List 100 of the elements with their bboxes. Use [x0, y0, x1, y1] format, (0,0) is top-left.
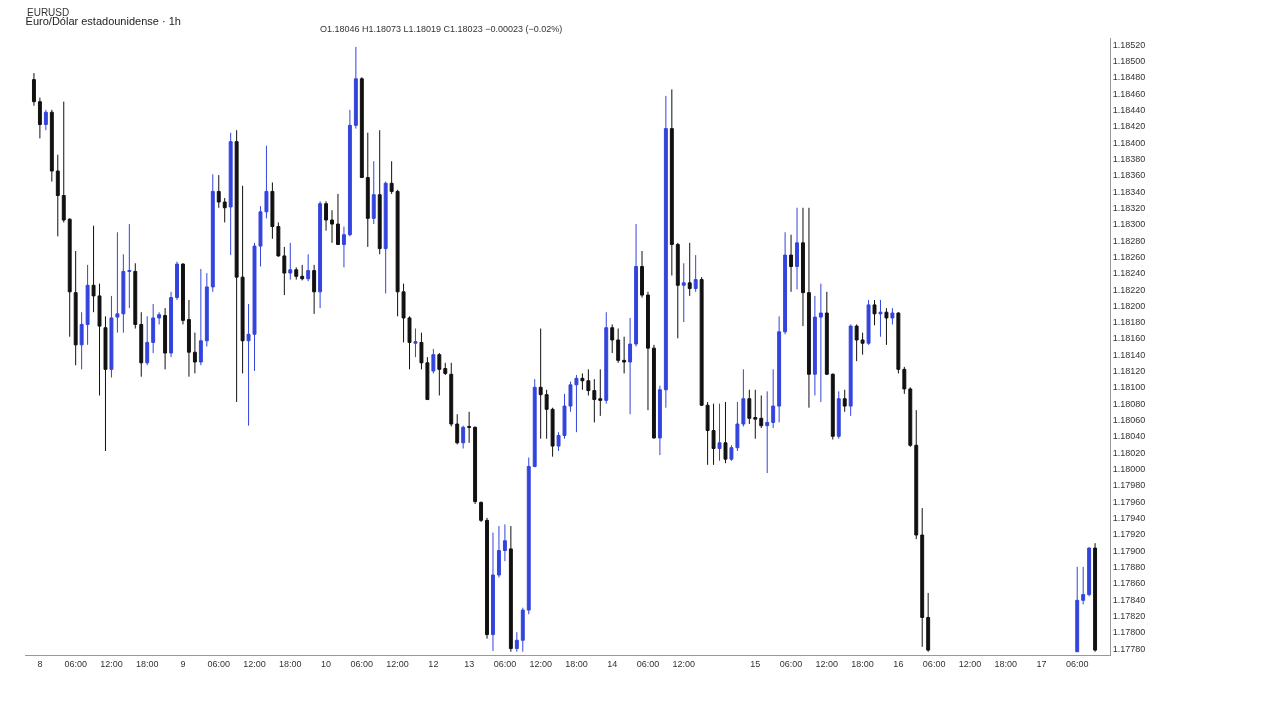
candlestick	[43, 109, 48, 131]
candlestick	[532, 378, 537, 468]
candlestick	[687, 242, 692, 297]
candlestick	[681, 262, 686, 323]
candlestick	[467, 411, 472, 444]
candlestick	[1093, 542, 1098, 653]
x-tick-label: 8	[37, 658, 43, 669]
x-tick-label: 15	[750, 658, 761, 669]
y-tick-label: 1.18240	[1112, 268, 1146, 279]
candlestick	[634, 223, 639, 347]
x-tick-label: 06:00	[350, 658, 374, 669]
y-tick-label: 1.18020	[1112, 447, 1146, 458]
x-tick-label: 14	[607, 658, 618, 669]
y-tick-label: 1.18440	[1112, 104, 1146, 115]
candlestick	[592, 378, 597, 423]
y-tick-label: 1.18480	[1112, 72, 1146, 83]
candlestick	[103, 315, 108, 452]
x-tick-label: 12:00	[672, 658, 696, 669]
candlestick	[431, 348, 436, 374]
candlestick	[884, 307, 889, 346]
candlestick	[842, 389, 847, 413]
candlestick	[866, 299, 871, 346]
candlestick	[473, 425, 478, 505]
candlestick	[133, 262, 138, 330]
candlestick	[657, 385, 662, 456]
y-tick-label: 1.18040	[1112, 431, 1146, 442]
candlestick	[127, 223, 132, 309]
candlestick	[693, 254, 698, 293]
candlestick	[753, 389, 758, 440]
candlestick	[336, 193, 340, 245]
candlestick	[377, 129, 382, 255]
candlestick	[163, 307, 168, 370]
y-tick-label: 1.18000	[1112, 464, 1146, 475]
y-tick-label: 1.18080	[1112, 398, 1146, 409]
y-tick-label: 1.17980	[1112, 480, 1146, 491]
candlestick	[49, 109, 54, 183]
x-tick-label: 18:00	[994, 658, 1017, 669]
candlestick	[920, 507, 925, 648]
candlestick	[222, 197, 227, 223]
candlestick	[157, 311, 162, 325]
x-tick-label: 06:00	[922, 658, 946, 669]
x-tick-label: 12:00	[958, 658, 982, 669]
candlestick	[723, 401, 728, 464]
y-tick-label: 1.18140	[1112, 349, 1146, 360]
x-tick-label: 06:00	[207, 658, 231, 669]
x-tick-label: 13	[464, 658, 475, 669]
y-tick-label: 1.18520	[1112, 39, 1146, 50]
y-tick-label: 1.18340	[1112, 186, 1146, 197]
y-tick-label: 1.18100	[1112, 382, 1146, 393]
x-tick-label: 18:00	[135, 658, 159, 669]
candlestick	[485, 517, 489, 640]
candlestick	[31, 72, 36, 107]
candlestick	[806, 207, 811, 409]
x-tick-label: 06:00	[779, 658, 803, 669]
candlestick	[181, 262, 185, 325]
candlestick	[502, 523, 507, 562]
candlestick	[198, 268, 203, 366]
candlestick	[318, 200, 323, 309]
candlestick	[836, 390, 841, 440]
candlestick	[341, 226, 346, 268]
x-tick-label: 9	[180, 658, 186, 669]
candlestick	[640, 250, 644, 299]
y-tick-label: 1.18300	[1112, 219, 1146, 230]
candlestick	[830, 372, 835, 441]
candlestick	[508, 525, 513, 653]
x-tick-label: 16	[893, 658, 904, 669]
candlestick	[771, 368, 776, 429]
candlestick	[759, 394, 764, 429]
candlestick	[514, 631, 519, 653]
y-tick-label: 1.18320	[1112, 202, 1146, 213]
candlestick	[228, 132, 233, 256]
candlestick	[210, 173, 215, 293]
candlestick	[192, 332, 197, 374]
y-tick-label: 1.18200	[1112, 300, 1146, 311]
candlestick	[330, 209, 334, 244]
y-tick-label: 1.17780	[1112, 643, 1146, 654]
candlestick	[1081, 566, 1086, 605]
candlestick	[186, 299, 191, 378]
y-tick-label: 1.17960	[1112, 496, 1146, 507]
candlestick	[848, 323, 853, 417]
x-tick-label: 12:00	[529, 658, 552, 669]
candlestick	[347, 109, 352, 237]
candlestick	[294, 266, 299, 281]
candlestick	[443, 362, 448, 376]
candlestick	[663, 95, 668, 409]
candlestick	[300, 264, 305, 281]
candlestick	[628, 317, 633, 415]
candlestick	[747, 389, 752, 425]
candlestick	[455, 413, 460, 445]
candlestick	[365, 132, 370, 248]
candlestick	[175, 261, 179, 301]
candlestick	[777, 315, 782, 423]
x-tick-label: 17	[1036, 658, 1047, 669]
candlestick	[145, 315, 150, 366]
candlestick	[902, 366, 907, 395]
x-tick-label: 12:00	[100, 658, 123, 669]
candlestick	[783, 231, 788, 335]
x-tick-label: 12:00	[243, 658, 266, 669]
y-tick-label: 1.17860	[1112, 578, 1146, 589]
candlestick	[324, 200, 329, 232]
